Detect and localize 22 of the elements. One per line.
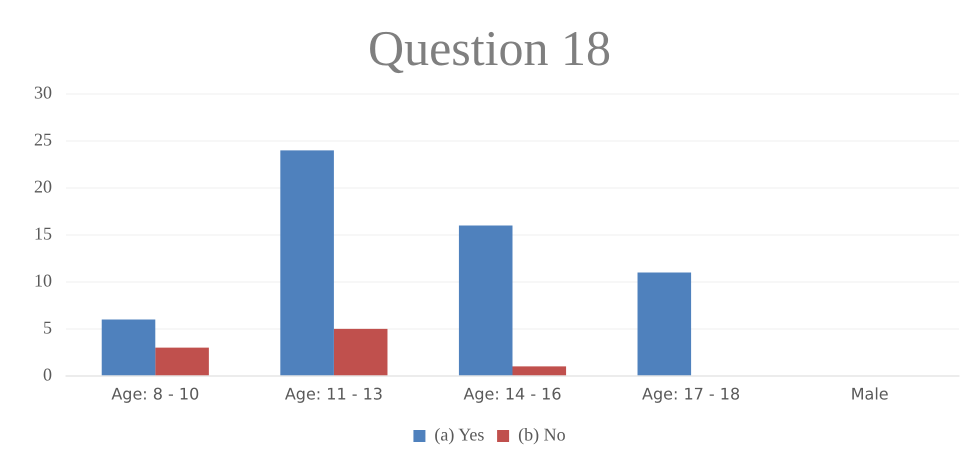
y-tick-label: 30 — [34, 82, 52, 103]
y-tick-label: 25 — [34, 130, 52, 150]
legend-label: (b) No — [518, 424, 566, 445]
x-tick-label: Age: 17 - 18 — [642, 384, 740, 404]
bar — [458, 226, 512, 376]
bar — [155, 348, 209, 376]
x-tick-label: Male — [850, 384, 889, 404]
legend-label: (a) Yes — [434, 424, 484, 445]
bar — [638, 272, 692, 376]
y-tick-label: 20 — [34, 176, 52, 197]
bar — [512, 366, 566, 376]
x-tick-label: Age: 11 - 13 — [284, 384, 383, 404]
y-tick-label: 5 — [43, 318, 52, 338]
x-tick-label: Age: 8 - 10 — [111, 384, 200, 404]
bar — [334, 328, 388, 376]
y-tick-label: 0 — [43, 364, 52, 385]
bar — [102, 319, 156, 376]
x-tick-label: Age: 14 - 16 — [463, 384, 562, 404]
y-tick-label: 10 — [34, 270, 52, 291]
chart-title: Question 18 — [368, 20, 612, 76]
y-tick-label: 15 — [34, 224, 52, 244]
bar — [280, 150, 334, 376]
